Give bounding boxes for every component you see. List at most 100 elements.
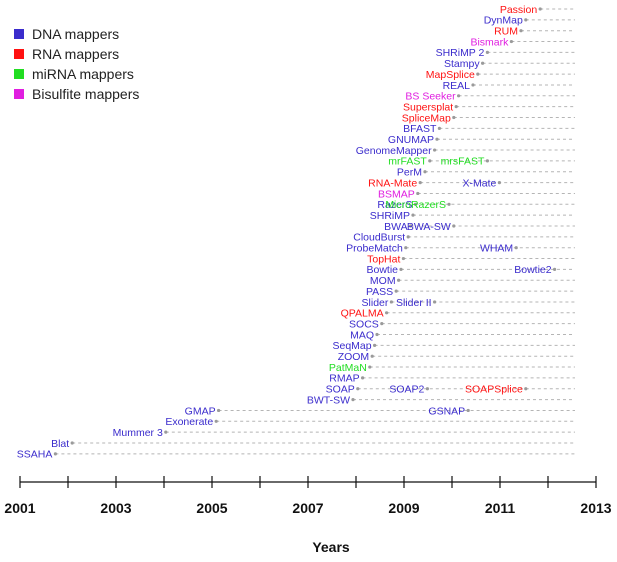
release-point-mummer-3	[164, 430, 168, 434]
mapper-label-seqmap: SeqMap	[332, 340, 371, 352]
mapper-label-genomemapper: GenomeMapper	[356, 145, 432, 157]
release-point-splicemap	[452, 115, 456, 120]
release-point-slider	[389, 300, 393, 304]
timeline-row: MapSplice	[426, 69, 575, 81]
timeline-row: BS Seeker	[405, 91, 575, 103]
x-tick-label: 2003	[100, 500, 131, 516]
mapper-label-slider-ii: Slider II	[396, 297, 432, 309]
mapper-label-stampy: Stampy	[444, 58, 480, 70]
timeline-row: SOCS	[349, 318, 575, 330]
mapper-label-soap2: SOAP2	[389, 384, 424, 396]
mapper-label-wham: WHAM	[480, 243, 513, 255]
mapper-label-exonerate: Exonerate	[165, 416, 213, 428]
release-point-bsmap	[416, 191, 420, 196]
mapper-label-tophat: TopHat	[367, 253, 400, 265]
timeline-row: MOM	[370, 275, 575, 287]
mapper-label-supersplat: Supersplat	[403, 101, 453, 113]
mapper-label-rmap: RMAP	[329, 373, 359, 385]
release-point-real	[471, 83, 475, 87]
timeline-row: SSAHA	[17, 449, 575, 461]
mapper-label-bwa: BWA	[384, 221, 408, 233]
timeline-row: ProbeMatch WHAM	[346, 243, 575, 255]
release-point-socs	[380, 322, 384, 326]
release-point-maq	[375, 332, 379, 337]
release-point-seqmap	[373, 343, 377, 347]
timeline-row: TopHat	[367, 253, 575, 265]
timeline-row: SeqMap	[332, 340, 575, 352]
timeline-row: GNUMAP	[388, 134, 575, 146]
release-point-gsnap	[466, 408, 470, 413]
legend-label-dna: DNA mappers	[32, 26, 120, 42]
release-point-gnumap	[435, 137, 439, 141]
timeline-row: SHRiMP	[370, 210, 575, 222]
release-point-genomemapper	[433, 148, 437, 152]
mapper-label-bwa-sw: BWA-SW	[407, 221, 451, 233]
release-point-soapsplice	[524, 387, 528, 391]
release-point-supersplat	[454, 105, 458, 109]
legend-swatch-dna	[14, 29, 24, 39]
mapper-label-mrfast: mrFAST	[388, 156, 427, 168]
timeline-row: Bismark	[470, 36, 575, 48]
release-point-bowtie2	[553, 267, 557, 271]
release-point-soap2	[425, 387, 429, 391]
release-point-bowtie	[399, 267, 403, 271]
timeline-row: Slider Slider II	[362, 297, 575, 309]
legend-label-bisulfite: Bisulfite mappers	[32, 86, 140, 102]
timeline-row: SpliceMap	[402, 112, 575, 124]
x-tick-label: 2009	[388, 500, 419, 516]
mapper-label-x-mate: X-Mate	[463, 177, 497, 189]
mapper-label-maq: MAQ	[350, 329, 374, 341]
legend-swatch-mirna	[14, 69, 24, 79]
mapper-label-patman: PatMaN	[329, 362, 367, 374]
legend-item-mirna: miRNA mappers	[14, 64, 139, 84]
release-point-mrsfast	[485, 159, 489, 163]
mapper-label-qpalma: QPALMA	[341, 308, 384, 320]
release-point-rum	[519, 29, 523, 33]
mapper-label-pass: PASS	[366, 286, 393, 298]
release-point-slider-ii	[433, 300, 437, 304]
mapper-label-soap: SOAP	[326, 384, 355, 396]
release-point-gmap	[217, 408, 221, 413]
timeline-row: PerM	[397, 167, 575, 179]
legend-item-dna: DNA mappers	[14, 24, 139, 44]
timeline-row: ZOOM	[338, 351, 575, 363]
timeline-row: BWA BWA-SW	[384, 221, 575, 233]
mapper-label-shrimp-2: SHRiMP 2	[436, 47, 485, 59]
timeline-row: BFAST	[403, 123, 575, 135]
x-axis: 2001 2003 2005 2007 2009 2011 2013	[4, 476, 612, 516]
release-point-bwt-sw	[351, 398, 355, 402]
timeline-row: QPALMA	[341, 308, 575, 320]
legend-item-bisulfite: Bisulfite mappers	[14, 84, 139, 104]
timeline-row: Blat	[51, 438, 575, 450]
release-point-stampy	[481, 61, 485, 65]
release-point-cloudburst	[406, 235, 410, 239]
timeline-row: GenomeMapper	[356, 145, 575, 157]
mapper-label-bwt-sw: BWT-SW	[307, 394, 350, 406]
mapper-label-gsnap: GSNAP	[428, 405, 465, 417]
release-point-razers	[413, 202, 417, 206]
mapper-label-soapsplice: SOAPSplice	[465, 384, 523, 396]
legend-label-rna: RNA mappers	[32, 46, 120, 62]
mapper-label-mrsfast: mrsFAST	[441, 156, 485, 168]
timeline-row: RUM	[494, 26, 575, 38]
release-point-mom	[397, 278, 401, 282]
mapper-label-perm: PerM	[397, 167, 422, 179]
timeline-row: BSMAP	[378, 188, 575, 200]
timeline-row: Supersplat	[403, 101, 575, 113]
release-point-perm	[423, 170, 427, 174]
mapper-label-mummer-3: Mummer 3	[113, 427, 163, 439]
release-point-bwa-sw	[452, 224, 456, 228]
timeline-row: MAQ	[350, 329, 575, 341]
x-tick-label: 2007	[292, 500, 323, 516]
release-point-exonerate	[214, 419, 218, 423]
release-point-bs-seeker	[457, 94, 461, 98]
release-point-shrimp	[411, 213, 415, 217]
timeline-row: SHRiMP 2	[436, 47, 575, 59]
release-point-pass	[394, 289, 398, 293]
mapper-label-bs-seeker: BS Seeker	[405, 91, 456, 103]
release-point-shrimp-2	[485, 50, 489, 55]
mapper-label-mom: MOM	[370, 275, 396, 287]
legend-label-mirna: miRNA mappers	[32, 66, 134, 82]
timeline-row: Bowtie Bowtie2	[366, 264, 575, 276]
